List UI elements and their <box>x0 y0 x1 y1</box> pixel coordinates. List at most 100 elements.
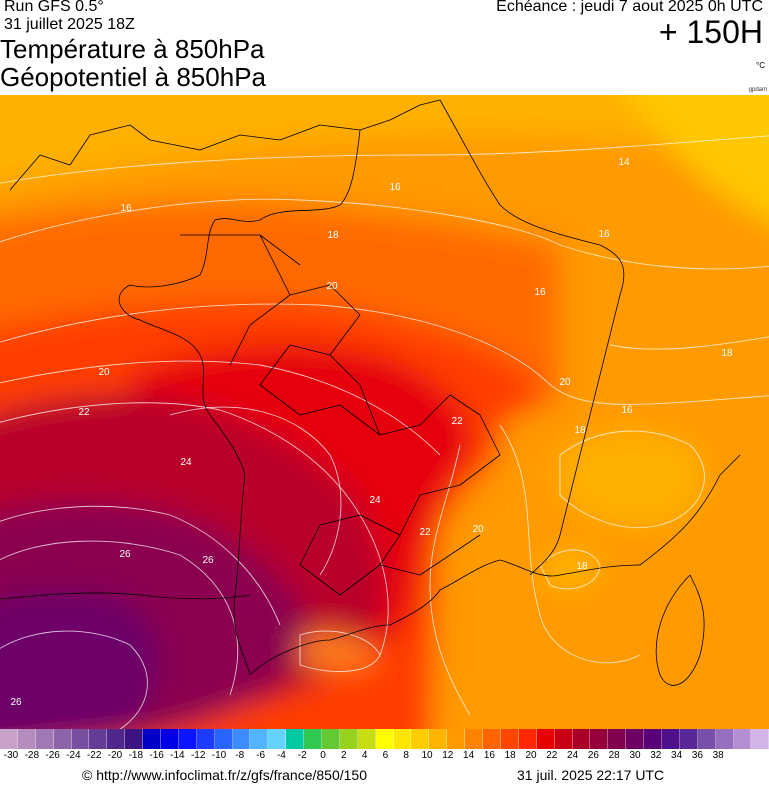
color-swatch <box>447 729 466 749</box>
color-swatch <box>590 729 609 749</box>
contour-label-20: 20 <box>472 524 484 535</box>
color-scale-tick: -4 <box>276 750 286 761</box>
contour-label-group: 14 16 16 16 16 16 18 18 18 18 20 20 20 2… <box>10 157 733 708</box>
color-scale-bar <box>0 729 769 749</box>
color-scale-tick: 22 <box>546 750 558 761</box>
color-scale-tick: -18 <box>128 750 144 761</box>
contour-label-16: 16 <box>598 229 610 240</box>
contour-label-20: 20 <box>559 377 571 388</box>
color-swatch <box>393 729 412 749</box>
color-scale-tick: 0 <box>320 750 326 761</box>
contour-label-26: 26 <box>10 697 22 708</box>
contour-lines <box>0 135 769 729</box>
color-swatch <box>679 729 698 749</box>
color-scale-tick: -20 <box>107 750 123 761</box>
color-swatch <box>733 729 752 749</box>
color-swatch <box>89 729 108 749</box>
color-swatch <box>697 729 716 749</box>
color-swatch <box>304 729 323 749</box>
forecast-hours-label: + 150H <box>658 14 763 50</box>
color-swatch <box>357 729 376 749</box>
title-temperature: Température à 850hPa <box>0 34 265 64</box>
color-swatch <box>715 729 734 749</box>
color-scale-tick: -16 <box>149 750 164 761</box>
temperature-fill <box>0 95 769 729</box>
color-scale-tick: 20 <box>525 750 537 761</box>
color-swatch <box>572 729 591 749</box>
color-scale-tick: -22 <box>86 750 102 761</box>
unit-label: °C <box>756 61 765 70</box>
contour-label-18: 18 <box>327 230 339 241</box>
color-swatch <box>751 729 769 749</box>
contour-label-22: 22 <box>419 527 431 538</box>
color-scale-tick: 10 <box>421 750 433 761</box>
contour-label-14: 14 <box>618 157 630 168</box>
color-swatch <box>554 729 573 749</box>
color-swatch <box>411 729 430 749</box>
color-swatch <box>35 729 54 749</box>
run-date-label: 31 juillet 2025 18Z <box>4 16 135 33</box>
color-swatch <box>483 729 501 749</box>
color-swatch <box>375 729 394 749</box>
color-swatch <box>53 729 72 749</box>
color-scale-tick: 6 <box>382 750 389 761</box>
contour-label-26: 26 <box>202 555 214 566</box>
title-geopotential: Géopotentiel à 850hPa <box>0 62 266 92</box>
color-scale-tick: 2 <box>341 750 347 761</box>
color-swatch <box>107 729 126 749</box>
color-swatch <box>518 729 537 749</box>
contour-label-16: 16 <box>120 203 132 214</box>
color-swatch <box>339 729 358 749</box>
color-scale-tick: -10 <box>211 750 227 761</box>
contour-label-24: 24 <box>369 495 381 506</box>
color-swatch <box>626 729 645 749</box>
contour-label-18: 18 <box>574 425 586 436</box>
contour-label-22: 22 <box>451 416 463 427</box>
color-swatch <box>161 729 179 749</box>
color-swatch <box>125 729 144 749</box>
color-swatch <box>71 729 90 749</box>
contour-label-24: 24 <box>180 457 192 468</box>
model-run-label: Run GFS 0.5° <box>4 0 104 15</box>
contour-label-18: 18 <box>721 348 733 359</box>
color-swatch <box>143 729 162 749</box>
color-scale-tick: -2 <box>297 750 307 761</box>
color-scale-tick: 32 <box>650 750 662 761</box>
color-scale-tick: -12 <box>190 750 206 761</box>
color-swatch <box>644 729 662 749</box>
color-scale-tick: -8 <box>235 750 245 761</box>
color-swatch <box>268 729 287 749</box>
color-scale-tick: 38 <box>712 750 724 761</box>
color-swatch <box>0 729 18 749</box>
color-scale-tick: 16 <box>483 750 495 761</box>
coastlines-borders <box>0 99 741 686</box>
color-swatch <box>250 729 269 749</box>
color-scale-tick: 18 <box>504 750 516 761</box>
color-scale-tick: 28 <box>608 750 620 761</box>
color-scale-tick: -24 <box>66 750 81 761</box>
color-scale-tick: 36 <box>691 750 703 761</box>
contour-label-26: 26 <box>119 549 131 560</box>
color-swatch <box>661 729 680 749</box>
color-scale-ticks: -30 -28 -26 -24 -22 -20 -18 -16 -14 -12 -10 -8 -6 -4-… <box>0 750 769 766</box>
color-swatch <box>196 729 215 749</box>
color-scale-tick: -14 <box>170 750 185 761</box>
color-swatch <box>536 729 555 749</box>
color-swatch <box>286 729 305 749</box>
contour-label-22: 22 <box>78 407 90 418</box>
contour-label-16: 16 <box>389 182 401 193</box>
valid-time-label: Echéance : jeudi 7 aout 2025 0h UTC <box>496 0 763 15</box>
color-scale-tick: -30 <box>3 750 19 761</box>
color-swatch <box>465 729 484 749</box>
contour-label-20: 20 <box>98 367 110 378</box>
credit-tag: gpdam <box>748 87 767 93</box>
color-scale-tick: 30 <box>629 750 641 761</box>
color-scale-tick: 34 <box>671 750 683 761</box>
temperature-map: 14 16 16 16 16 16 18 18 18 18 20 20 20 2… <box>0 95 769 729</box>
color-scale-tick: 26 <box>587 750 599 761</box>
color-swatch <box>232 729 251 749</box>
color-swatch <box>608 729 627 749</box>
contour-label-16: 16 <box>534 287 546 298</box>
color-scale-tick: 14 <box>463 750 475 761</box>
color-scale-tick: 8 <box>403 750 409 761</box>
